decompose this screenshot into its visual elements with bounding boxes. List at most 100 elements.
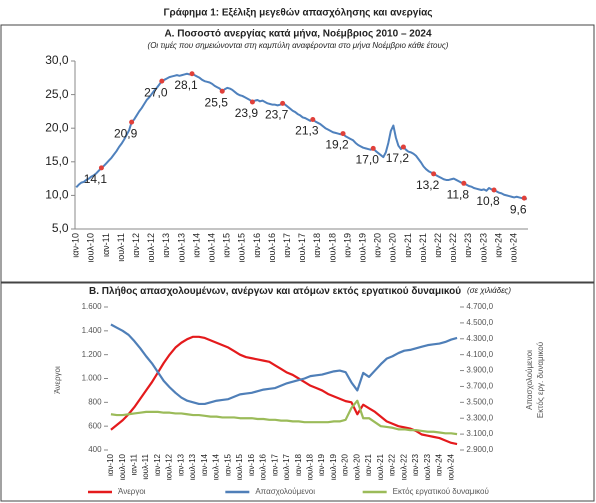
x-tick-label: ιουλ-11 xyxy=(116,233,126,262)
y2-tick-label: 4.500,0 xyxy=(466,318,493,327)
value-label: 21,3 xyxy=(295,124,319,138)
x-tick-label: ιουλ-16 xyxy=(259,453,268,480)
y-tick-label: 1.400 xyxy=(82,326,103,335)
x-tick-label: ιουλ-23 xyxy=(478,233,488,262)
x-tick-label: ιουλ-24 xyxy=(509,233,519,262)
x-tick-label: ιουλ-11 xyxy=(141,453,150,479)
x-tick-label: ιουλ-12 xyxy=(165,453,174,480)
x-tick-label: ιουλ-17 xyxy=(282,453,291,480)
point-marker xyxy=(431,171,437,177)
point-marker xyxy=(189,71,195,77)
x-tick-label: ιουλ-22 xyxy=(399,453,408,480)
x-tick-label: ιαν-17 xyxy=(282,233,292,258)
x-tick-label: ιαν-17 xyxy=(270,453,279,476)
value-label: 13,2 xyxy=(416,178,440,192)
panel-b-title-text: Β. Πλήθος απασχολουμένων, ανέργων και ατ… xyxy=(89,286,461,297)
x-tick-label: ιουλ-16 xyxy=(267,233,277,262)
x-tick-label: ιαν-24 xyxy=(493,233,503,258)
series-line xyxy=(110,399,458,436)
point-marker xyxy=(340,131,346,137)
x-tick-label: ιουλ-18 xyxy=(327,233,337,262)
x-tick-label: ιουλ-18 xyxy=(306,453,315,480)
y2-tick-label: 3.900,0 xyxy=(466,366,493,375)
series-line xyxy=(75,72,528,201)
x-tick-label: ιουλ-17 xyxy=(297,233,307,262)
point-marker xyxy=(521,195,527,201)
y2-tick-label: 4.100,0 xyxy=(466,350,493,359)
x-tick-label: ιουλ-22 xyxy=(448,233,458,262)
y-tick-label: 1.000 xyxy=(82,374,103,383)
x-tick-label: ιαν-23 xyxy=(463,233,473,258)
x-tick-label: ιαν-14 xyxy=(191,233,201,258)
x-tick-label: ιουλ-19 xyxy=(358,233,368,262)
point-marker xyxy=(219,88,225,94)
x-tick-label: ιουλ-12 xyxy=(146,233,156,262)
x-tick-label: ιαν-22 xyxy=(433,233,443,258)
x-tick-label: ιουλ-23 xyxy=(423,453,432,480)
point-marker xyxy=(159,78,165,84)
point-marker xyxy=(461,180,467,186)
y-axis-label: Άνεργοι xyxy=(53,366,62,394)
panel-a-frame xyxy=(0,24,595,283)
x-tick-label: ιαν-11 xyxy=(101,233,111,257)
y-tick-label: 30,0 xyxy=(45,53,69,67)
y2-tick-label: 2.900,0 xyxy=(466,445,493,454)
series-line xyxy=(110,323,458,406)
value-label: 27,0 xyxy=(144,85,168,99)
x-tick-label: ιουλ-10 xyxy=(86,233,96,262)
x-tick-label: ιαν-23 xyxy=(411,453,420,476)
x-tick-label: ιουλ-19 xyxy=(329,453,338,480)
x-tick-label: ιουλ-14 xyxy=(212,453,221,480)
x-tick-label: ιαν-18 xyxy=(294,453,303,476)
point-marker xyxy=(98,165,104,171)
x-tick-label: ιουλ-15 xyxy=(235,453,244,480)
value-label: 10,8 xyxy=(476,194,500,208)
y2-tick-label: 3.300,0 xyxy=(466,413,493,422)
x-tick-label: ιαν-11 xyxy=(130,453,139,475)
point-marker xyxy=(400,144,406,150)
value-label: 25,5 xyxy=(205,95,229,109)
point-marker xyxy=(370,145,376,151)
main-title: Γράφημα 1: Εξέλιξη μεγεθών απασχόλησης κ… xyxy=(164,8,433,19)
value-label: 19,2 xyxy=(325,138,349,152)
value-label: 23,7 xyxy=(265,108,289,122)
value-label: 17,2 xyxy=(386,151,410,165)
x-tick-label: ιουλ-20 xyxy=(388,233,398,262)
x-tick-label: ιαν-15 xyxy=(223,453,232,476)
panel-b-frame xyxy=(0,282,595,502)
x-tick-label: ιουλ-15 xyxy=(237,233,247,262)
y-tick-label: 400 xyxy=(88,445,102,454)
x-tick-label: ιαν-24 xyxy=(435,453,444,476)
x-tick-label: ιαν-12 xyxy=(131,233,141,258)
x-tick-label: ιαν-20 xyxy=(341,453,350,476)
x-tick-label: ιαν-14 xyxy=(200,453,209,476)
y-tick-label: 600 xyxy=(88,421,102,430)
y2-tick-label: 3.100,0 xyxy=(466,429,493,438)
x-tick-label: ιαν-16 xyxy=(252,233,262,258)
point-marker xyxy=(249,99,255,105)
y2-axis-label: Απασχολούμενοι xyxy=(525,350,534,410)
y-tick-label: 25,0 xyxy=(45,87,69,101)
value-label: 23,9 xyxy=(235,106,259,120)
panel-a-subtitle: (Οι τιμές που σημειώνονται στη καμπύλη α… xyxy=(148,41,449,50)
y-tick-label: 20,0 xyxy=(45,120,69,134)
x-tick-label: ιουλ-21 xyxy=(376,453,385,480)
y2-tick-label: 4.700,0 xyxy=(466,302,493,311)
value-label: 17,0 xyxy=(356,153,380,167)
point-marker xyxy=(129,119,135,125)
x-tick-label: ιαν-12 xyxy=(153,453,162,476)
point-marker xyxy=(310,116,316,122)
y2-tick-label: 3.500,0 xyxy=(466,397,493,406)
y2-axis-label: Εκτός εργ. δυναμικού xyxy=(536,342,545,418)
point-marker xyxy=(280,100,286,106)
x-tick-label: ιουλ-13 xyxy=(188,453,197,480)
value-label: 11,8 xyxy=(447,187,470,201)
x-tick-label: ιαν-15 xyxy=(222,233,232,258)
y-tick-label: 1.200 xyxy=(82,350,103,359)
value-label: 20,9 xyxy=(114,126,138,140)
x-tick-label: ιαν-13 xyxy=(176,453,185,476)
point-marker xyxy=(491,187,497,193)
value-label: 28,1 xyxy=(174,78,198,92)
